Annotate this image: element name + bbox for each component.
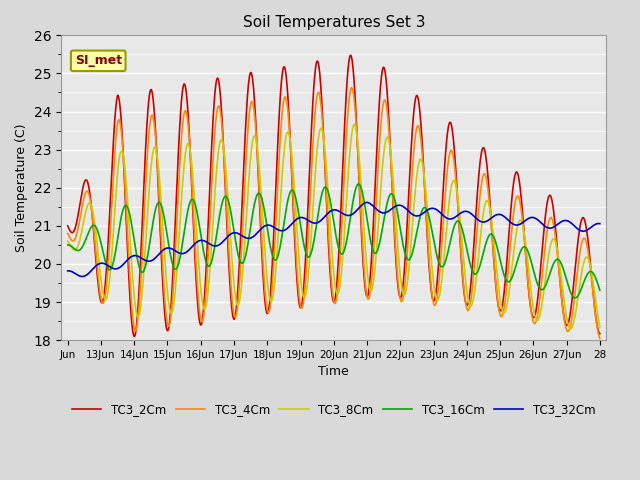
TC3_8Cm bbox=[91, 221, 99, 227]
TC3_2Cm bbox=[483, 166, 491, 171]
TC3_4Cm bbox=[596, 336, 604, 341]
Line: TC3_8Cm: TC3_8Cm bbox=[68, 124, 600, 329]
TC3_4Cm bbox=[323, 191, 330, 196]
Text: SI_met: SI_met bbox=[75, 54, 122, 67]
TC3_4Cm bbox=[483, 179, 491, 185]
TC3_16Cm bbox=[572, 295, 579, 301]
TC3_16Cm bbox=[596, 287, 604, 293]
TC3_32Cm bbox=[323, 212, 330, 217]
X-axis label: Time: Time bbox=[318, 365, 349, 379]
TC3_16Cm bbox=[308, 246, 316, 252]
TC3_8Cm bbox=[351, 121, 358, 127]
TC3_32Cm bbox=[596, 221, 604, 227]
TC3_16Cm bbox=[323, 185, 330, 191]
TC3_2Cm bbox=[596, 331, 604, 336]
TC3_8Cm bbox=[308, 216, 316, 221]
TC3_2Cm bbox=[64, 223, 72, 229]
TC3_2Cm bbox=[581, 218, 589, 224]
Legend: TC3_2Cm, TC3_4Cm, TC3_8Cm, TC3_16Cm, TC3_32Cm: TC3_2Cm, TC3_4Cm, TC3_8Cm, TC3_16Cm, TC3… bbox=[67, 398, 600, 420]
TC3_16Cm bbox=[64, 242, 72, 248]
TC3_32Cm bbox=[64, 268, 72, 274]
TC3_8Cm bbox=[483, 198, 491, 204]
Line: TC3_2Cm: TC3_2Cm bbox=[68, 55, 600, 336]
Y-axis label: Soil Temperature (C): Soil Temperature (C) bbox=[15, 123, 28, 252]
TC3_16Cm bbox=[91, 223, 99, 228]
TC3_8Cm bbox=[596, 324, 604, 330]
TC3_16Cm bbox=[355, 181, 362, 187]
TC3_32Cm bbox=[581, 228, 589, 234]
TC3_32Cm bbox=[483, 218, 491, 224]
TC3_32Cm bbox=[581, 228, 589, 234]
TC3_8Cm bbox=[581, 256, 589, 262]
TC3_8Cm bbox=[64, 238, 72, 244]
TC3_4Cm bbox=[580, 235, 588, 241]
TC3_32Cm bbox=[363, 199, 371, 205]
Line: TC3_32Cm: TC3_32Cm bbox=[68, 202, 600, 276]
TC3_2Cm bbox=[323, 204, 330, 210]
TC3_2Cm bbox=[308, 104, 316, 109]
Line: TC3_16Cm: TC3_16Cm bbox=[68, 184, 600, 298]
TC3_2Cm bbox=[581, 217, 589, 223]
TC3_32Cm bbox=[92, 264, 99, 270]
TC3_16Cm bbox=[581, 276, 589, 282]
TC3_2Cm bbox=[91, 243, 99, 249]
TC3_2Cm bbox=[347, 52, 355, 58]
TC3_8Cm bbox=[323, 166, 330, 171]
TC3_4Cm bbox=[308, 152, 316, 158]
TC3_8Cm bbox=[566, 326, 574, 332]
TC3_32Cm bbox=[308, 220, 316, 226]
TC3_32Cm bbox=[79, 274, 86, 279]
TC3_16Cm bbox=[483, 237, 491, 243]
TC3_16Cm bbox=[581, 277, 589, 283]
TC3_8Cm bbox=[581, 257, 589, 263]
TC3_4Cm bbox=[64, 230, 72, 236]
Line: TC3_4Cm: TC3_4Cm bbox=[68, 88, 600, 338]
TC3_2Cm bbox=[131, 334, 138, 339]
Title: Soil Temperatures Set 3: Soil Temperatures Set 3 bbox=[243, 15, 425, 30]
TC3_4Cm bbox=[581, 236, 589, 241]
TC3_4Cm bbox=[91, 238, 99, 243]
TC3_4Cm bbox=[348, 85, 356, 91]
